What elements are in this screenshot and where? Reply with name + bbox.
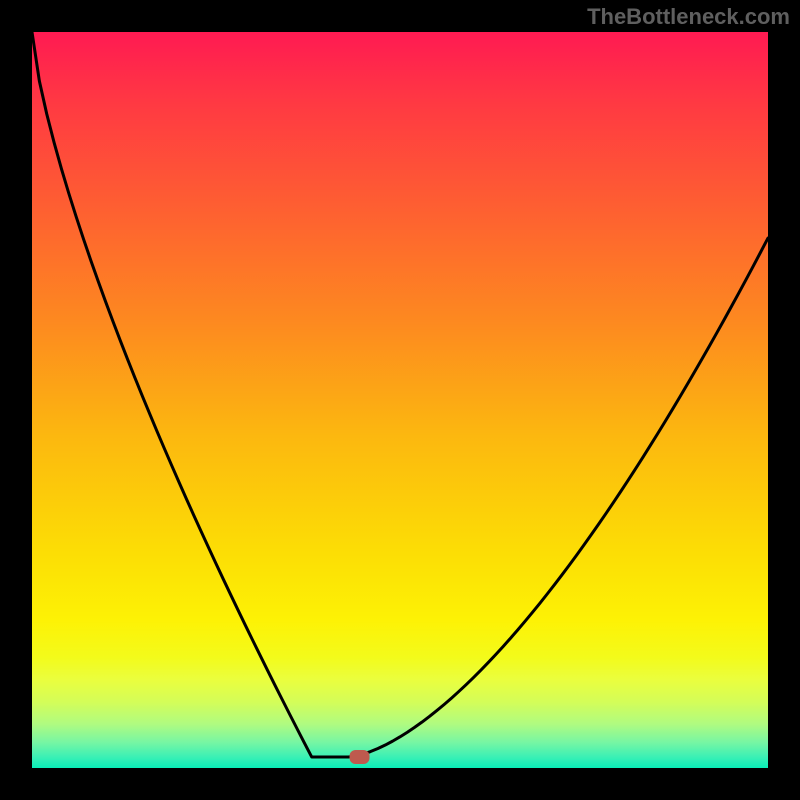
plot-area [32,32,768,768]
frame: TheBottleneck.com [0,0,800,800]
optimum-marker [350,750,370,764]
watermark-text: TheBottleneck.com [587,4,790,30]
chart-svg [32,32,768,768]
